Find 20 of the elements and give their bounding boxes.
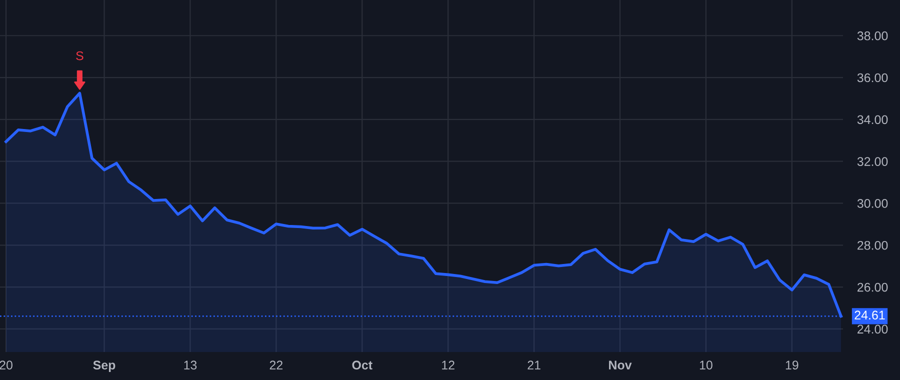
annotation: S — [76, 51, 84, 60]
y-tick-label: 24.00 — [858, 324, 888, 334]
x-tick-label: 19 — [786, 360, 798, 370]
y-tick-label: 38.00 — [857, 31, 888, 40]
x-tick-label: 22 — [270, 360, 282, 370]
y-tick-label: 32.00 — [857, 157, 888, 166]
y-tick-label: 28.00 — [858, 240, 888, 250]
x-tick-label: 20 — [0, 360, 12, 370]
ref-line-label: 24.61 — [854, 310, 885, 320]
x-tick-label: Nov — [609, 360, 632, 370]
y-tick-label: 34.00 — [857, 115, 888, 124]
y-tick-label: 36.00 — [857, 73, 888, 82]
x-tick-label: 12 — [442, 360, 454, 370]
x-tick-label: 21 — [528, 360, 540, 370]
y-tick-label: 30.00 — [857, 199, 888, 208]
x-tick-label: 13 — [184, 360, 197, 370]
y-tick-label: 26.00 — [858, 282, 888, 292]
x-tick-label: Sep — [93, 360, 116, 372]
x-tick-label: Oct — [352, 360, 372, 370]
x-tick-label: 10 — [700, 360, 712, 370]
